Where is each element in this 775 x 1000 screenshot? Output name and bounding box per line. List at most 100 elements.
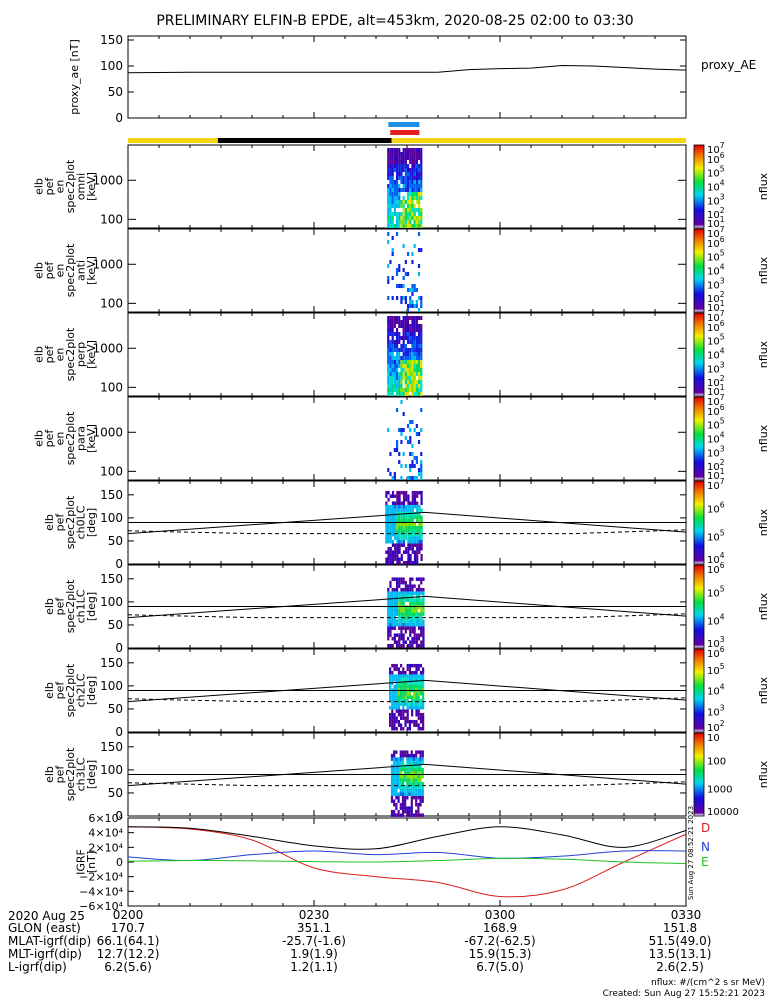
pitch-angle-cell bbox=[405, 494, 408, 498]
pitch-angle-cell bbox=[415, 677, 418, 682]
pitch-angle-cell bbox=[415, 605, 418, 609]
pitch-angle-cell bbox=[420, 543, 423, 547]
spectrogram-cell bbox=[415, 216, 418, 220]
pitch-angle-cell bbox=[397, 781, 400, 786]
ephemeris-table: 2020 Aug 25 GLON (east) MLAT-igrf(dip) M… bbox=[8, 909, 711, 974]
eph-value: 15.9(15.3) bbox=[469, 947, 532, 961]
y-tick-label: −4×10⁴ bbox=[79, 885, 123, 898]
pitch-angle-cell bbox=[411, 490, 414, 495]
spectrogram-cell bbox=[404, 352, 407, 356]
pitch-angle-cell bbox=[402, 612, 405, 616]
y-axis-label: para bbox=[75, 426, 88, 451]
igrf-series-line bbox=[127, 826, 687, 850]
pitch-angle-cell bbox=[409, 546, 412, 551]
spectrogram-cell bbox=[400, 320, 403, 324]
pitch-angle-cell bbox=[422, 608, 425, 613]
pitch-angle-cell bbox=[404, 691, 407, 696]
pitch-angle-cell bbox=[389, 584, 392, 588]
spectrogram-cell bbox=[402, 328, 405, 332]
pitch-angle-cell bbox=[419, 705, 423, 710]
pitch-angle-cell bbox=[411, 670, 414, 675]
spectrogram-cell bbox=[404, 212, 407, 216]
pitch-angle-cell bbox=[400, 716, 403, 720]
pitch-angle-cell bbox=[387, 612, 390, 616]
pitch-angle-cell bbox=[407, 532, 410, 537]
spectrogram-cell bbox=[417, 364, 421, 368]
pitch-angle-cell bbox=[419, 788, 422, 793]
y-axis-label: pef bbox=[43, 429, 56, 448]
spectrogram-cell bbox=[398, 188, 401, 192]
pitch-angle-cell bbox=[412, 795, 416, 800]
pitch-angle-cell bbox=[413, 612, 416, 616]
spectrogram-cell bbox=[411, 388, 414, 392]
pitch-angle-cell bbox=[389, 601, 392, 606]
spectrogram-cell bbox=[415, 364, 418, 368]
pitch-angle-cell bbox=[398, 577, 401, 581]
pitch-angle-cell bbox=[406, 643, 410, 648]
eph-value: 2.6(2.5) bbox=[656, 960, 704, 974]
spectrogram-cell bbox=[387, 280, 390, 284]
y-axis-label: [deg] bbox=[85, 592, 98, 621]
igrf-series-line bbox=[127, 826, 687, 898]
spectrogram-cell bbox=[389, 320, 392, 324]
pitch-angle-cell bbox=[411, 615, 414, 620]
spectrogram-cell bbox=[420, 224, 423, 228]
y-axis-label: en bbox=[54, 180, 67, 194]
spectrogram-cell bbox=[389, 208, 392, 212]
pitch-angle-cell bbox=[410, 753, 413, 758]
pitch-angle-cell bbox=[396, 539, 399, 544]
spectrogram-cell bbox=[395, 180, 399, 184]
spectrogram-cell bbox=[393, 196, 396, 200]
colorbar-label: nflux bbox=[757, 340, 770, 368]
spectrogram-cell bbox=[398, 388, 401, 392]
spectrogram-cell bbox=[391, 252, 394, 256]
spectrogram-cell bbox=[393, 208, 396, 212]
spectrogram-cell bbox=[393, 180, 396, 184]
pitch-angle-cell bbox=[389, 557, 392, 561]
spectrogram-cell bbox=[402, 356, 405, 360]
pitch-angle-cell bbox=[391, 643, 394, 648]
spectrogram-cell bbox=[391, 156, 394, 160]
spectrogram-cell bbox=[402, 176, 405, 180]
spectrogram-cell bbox=[415, 180, 418, 184]
spectrogram-cell bbox=[389, 192, 392, 196]
pitch-angle-cell bbox=[389, 629, 392, 634]
pitch-angle-cell bbox=[413, 539, 417, 544]
colorbar-tick-label: 101 bbox=[707, 467, 725, 482]
spectrogram-cell bbox=[406, 392, 410, 396]
pitch-angle-cell bbox=[420, 640, 423, 644]
pitch-angle-cell bbox=[406, 764, 409, 768]
spectrogram-cell bbox=[404, 324, 407, 328]
spectrogram-cell bbox=[402, 276, 405, 280]
spectrogram-cell bbox=[409, 336, 412, 340]
pitch-angle-cell bbox=[419, 792, 422, 796]
pitch-angle-cell bbox=[402, 716, 405, 720]
pitch-angle-cell bbox=[411, 612, 414, 616]
pitch-angle-cell bbox=[393, 626, 396, 630]
spectrogram-cell bbox=[398, 264, 401, 268]
pitch-angle-cell bbox=[411, 719, 414, 724]
pitch-angle-cell bbox=[406, 719, 409, 724]
pitch-angle-cell bbox=[391, 543, 395, 547]
spectrogram-cell bbox=[391, 328, 394, 332]
spectrogram-cell bbox=[395, 164, 399, 168]
pitch-angle-cell bbox=[387, 622, 390, 627]
igrf-series-line bbox=[127, 857, 687, 864]
pitch-angle-cell bbox=[398, 515, 401, 519]
pitch-angle-cell bbox=[389, 619, 392, 623]
pitch-angle-cell bbox=[417, 709, 420, 713]
spectrogram-cell bbox=[393, 152, 396, 156]
y-tick-label: 100 bbox=[100, 296, 123, 310]
pitch-angle-cell bbox=[399, 802, 402, 807]
anti-loss-cone-line bbox=[127, 781, 687, 787]
spectrogram-cell bbox=[395, 156, 399, 160]
spectrogram-cell bbox=[413, 332, 416, 336]
pitch-angle-cell bbox=[399, 767, 402, 772]
eph-value: -67.2(-62.5) bbox=[464, 934, 535, 948]
spectrogram-cell bbox=[409, 384, 412, 388]
spectrogram-cell bbox=[417, 440, 421, 444]
spectrogram-cell bbox=[400, 156, 403, 160]
pitch-angle-cell bbox=[396, 515, 399, 519]
pitch-angle-cell bbox=[400, 629, 403, 634]
pitch-angle-cell bbox=[389, 598, 392, 602]
